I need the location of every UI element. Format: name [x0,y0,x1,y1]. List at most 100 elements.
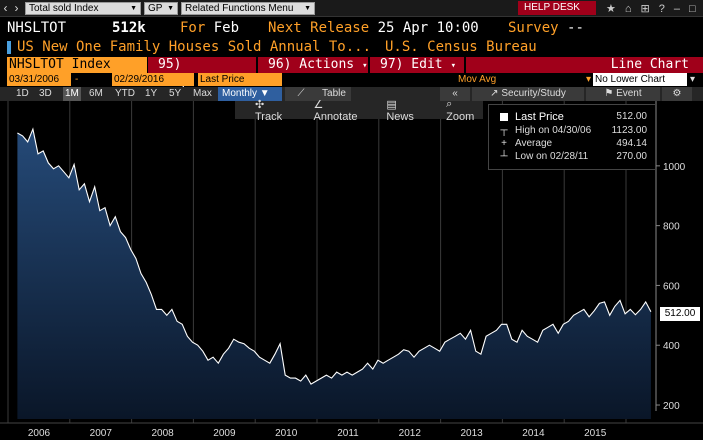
chevron-down-icon: ▼ [304,4,311,12]
period-max[interactable]: Max [193,88,212,99]
x-tick-label: 2013 [460,428,483,439]
x-tick-label: 2008 [151,428,174,439]
security-field[interactable]: Total sold Index ▼ [25,1,141,15]
period-bar: 1D 3D 1M 6M YTD 1Y 5Y Max Monthly ▼ ⟋ Ta… [0,87,703,101]
security-field-text: Total sold Index [29,2,99,14]
plus-window-icon[interactable]: ⊞ [640,3,650,15]
description-header: US New One Family Houses Sold Annual To.… [0,38,703,56]
calendar-icon[interactable]: ▦ [184,74,194,85]
compare-button[interactable]: 95) Compare▾ [148,57,256,88]
series-color-bar [7,41,11,54]
high-marker-icon: ┬ [500,125,508,136]
last-price-swatch [500,113,508,121]
function-field[interactable]: GP ▼ [144,1,178,15]
end-date-text: 02/29/2016 [114,74,165,85]
legend-high-value: 1123.00 [611,125,647,136]
for-label: For [180,20,206,36]
x-axis-ticks: 2006 2007 2008 2009 2010 2011 2012 2013 2014 2015 [28,428,607,439]
chevron-down-icon[interactable]: ▾ [690,74,696,85]
y-tick-label: 1000 [663,162,686,173]
maximize-icon[interactable]: □ [689,2,696,15]
pencil-icon: ∠ [313,98,324,111]
period-ytd[interactable]: YTD [115,88,135,99]
survey: Survey -- [508,19,584,37]
x-tick-label: 2009 [213,428,236,439]
next-release-value: 25 Apr 10:00 [377,20,479,36]
next-release: Next Release 25 Apr 10:00 [268,19,479,37]
legend-average: + Average 494.14 [495,138,651,150]
legend-last-label: Last Price [515,111,564,123]
y-tick-label: 400 [663,341,680,352]
survey-label: Survey [508,20,559,36]
survey-value: -- [567,20,584,36]
period-1m[interactable]: 1M [63,87,81,101]
star-icon[interactable]: ★ [606,3,616,15]
forward-arrow-icon[interactable]: › [14,1,19,15]
event-button[interactable]: ⚑ Event [586,87,660,101]
track-label: Track [255,110,283,123]
legend-average-value: 494.14 [616,138,647,149]
chevron-down-icon[interactable]: ▾ [586,74,592,85]
x-tick-label: 2010 [275,428,298,439]
line-chart-icon: ↗ [490,88,502,99]
chart-type-label: Line Chart [466,57,703,73]
minimize-icon[interactable]: – [673,2,680,15]
edit-button[interactable]: 97) Edit ▾ [370,57,464,73]
data-source: U.S. Census Bureau [385,39,537,55]
x-tick-label: 2012 [399,428,422,439]
help-desk-button[interactable]: HELP DESK [518,1,596,15]
end-date-field[interactable]: 02/29/2016 [112,73,194,86]
for-period: For Feb [180,19,239,37]
tag-icon[interactable]: ⌂ [624,2,632,15]
period-3d[interactable]: 3D [39,88,52,99]
window-controls: ★ ⌂ ⊞ ? – □ ✕ [606,0,703,17]
frequency-select[interactable]: Monthly ▼ [218,87,282,101]
annotate-label: Annotate [313,110,358,123]
gear-icon[interactable]: ⚙ [662,87,692,101]
legend-low-value: 270.00 [616,151,647,162]
table-button[interactable]: Table [317,87,351,101]
y-tick-label: 200 [663,401,680,412]
chevron-down-icon: ▾ [450,61,457,71]
chart-legend: Last Price 512.00 ┬ High on 04/30/06 112… [488,104,656,170]
zoom-tool[interactable]: ⌕ Zoom [436,98,483,123]
low-marker-icon: ┴ [500,151,508,162]
price-area [17,129,651,419]
price-chart[interactable]: 200 400 600 800 1000 2006 2007 2008 2009 2010 201… [0,101,703,440]
y-tick-label: 600 [663,281,680,292]
news-tool[interactable]: ▤ News [376,98,426,123]
index-field[interactable]: NHSLTOT Index [7,57,147,73]
actions-button[interactable]: 96) Actions ▾ [258,57,368,73]
security-header: NHSLTOT 512k For Feb Next Release 25 Apr… [0,19,703,37]
period-6m[interactable]: 6M [89,88,103,99]
chevron-down-icon: ▼ [130,4,137,12]
related-functions-menu[interactable]: Related Functions Menu ▼ [181,1,315,15]
date-range-bar: 03/31/2006 - 02/29/2016 ▦ Last Price Mov… [0,73,703,86]
legend-low-label: Low on 02/28/11 [515,151,589,162]
x-tick-label: 2014 [522,428,545,439]
date-range-separator: - [75,74,79,85]
mov-avg-label[interactable]: Mov Avg [458,74,497,85]
annotate-tool[interactable]: ∠ Annotate [303,98,366,123]
x-tick-label: 2015 [584,428,607,439]
back-arrow-icon[interactable]: ‹ [3,1,8,15]
average-marker-icon: + [501,138,507,149]
legend-high: ┬ High on 04/30/06 1123.00 [495,125,651,137]
price-field-select[interactable]: Last Price [198,73,282,86]
last-price-tag: 512.00 [660,307,700,321]
collapse-left-icon[interactable]: « [440,87,470,101]
y-tick-label: 800 [663,222,680,233]
ticker-symbol: NHSLTOT [7,20,67,36]
chart-view-icon[interactable]: ⟋ [285,87,317,101]
start-date-field[interactable]: 03/31/2006 [7,73,71,86]
period-1y[interactable]: 1Y [145,88,158,99]
security-study-button[interactable]: ↗ Security/Study [472,87,584,101]
period-1d[interactable]: 1D [16,88,29,99]
question-icon[interactable]: ? [658,2,665,15]
lower-chart-select[interactable]: No Lower Chart [593,73,687,86]
legend-average-label: Average [515,138,553,149]
y-axis-ticks: 200 400 600 800 1000 [656,162,686,412]
period-5y[interactable]: 5Y [169,88,182,99]
track-tool[interactable]: ✣ Track [245,98,293,123]
x-tick-label: 2011 [337,428,359,439]
